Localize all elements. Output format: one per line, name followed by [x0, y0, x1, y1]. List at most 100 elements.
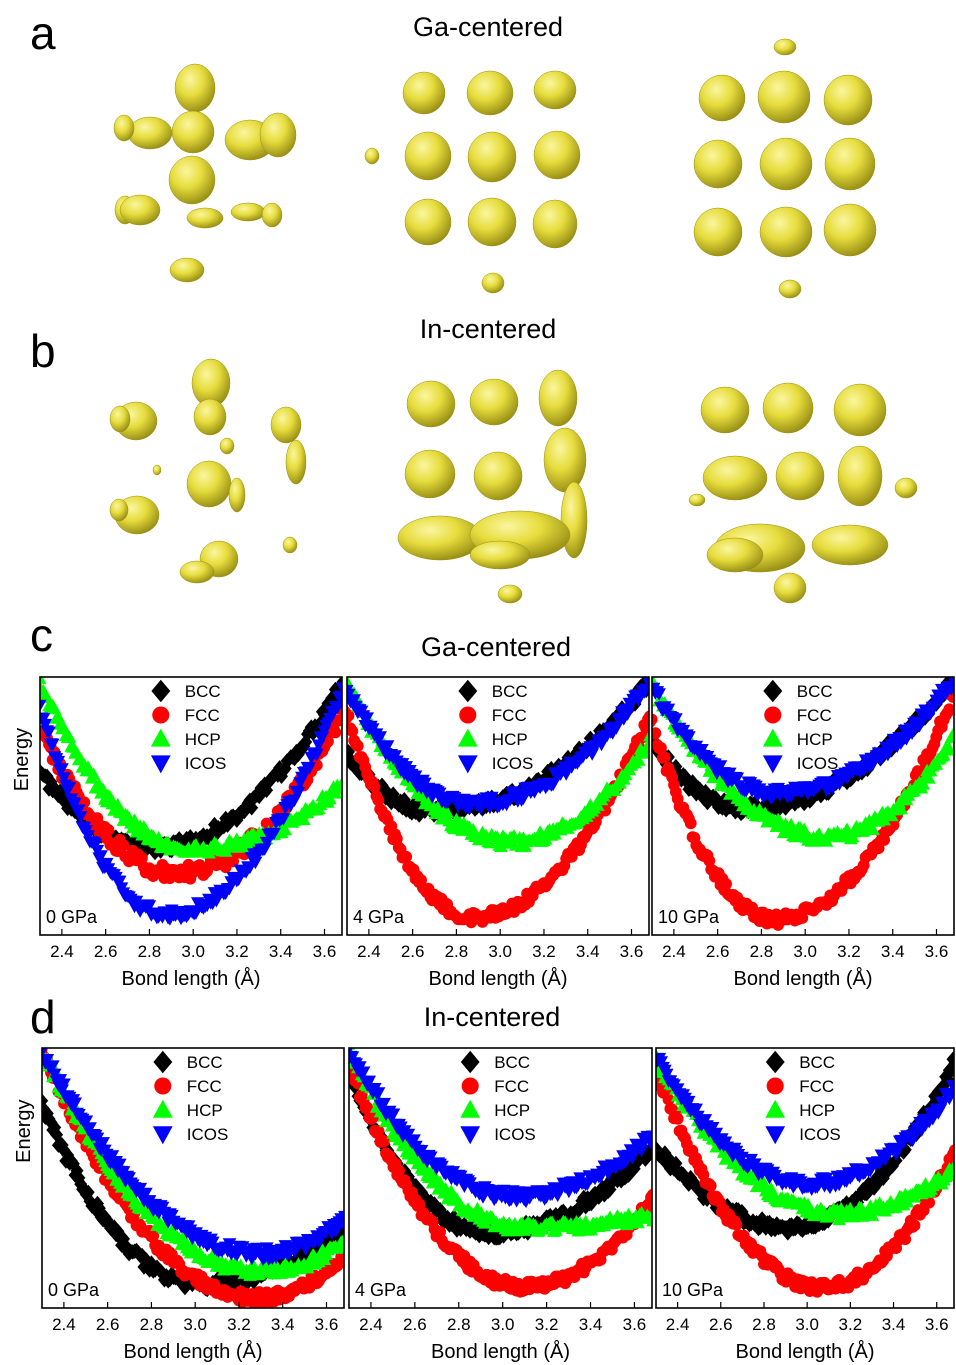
- data-point: [538, 832, 553, 845]
- data-point: [516, 792, 531, 806]
- data-point: [380, 740, 395, 753]
- x-tick-label: 3.2: [839, 1315, 863, 1334]
- data-point: [209, 826, 223, 842]
- legend-marker-bcc: [460, 1050, 480, 1074]
- data-point: [62, 730, 77, 743]
- x-tick-label: 3.6: [623, 1315, 647, 1334]
- data-point: [46, 1060, 60, 1073]
- panel-letter-d: d: [30, 991, 56, 1043]
- data-point: [276, 813, 291, 826]
- legend-label-bcc: BCC: [187, 1053, 223, 1072]
- plot-frame: [39, 676, 343, 936]
- legend-label-bcc: BCC: [494, 1053, 530, 1072]
- x-tick-label: 2.6: [401, 942, 425, 961]
- data-point: [796, 912, 809, 924]
- plot-frame: [651, 676, 955, 936]
- data-point: [412, 807, 426, 823]
- x-tick-label: 3.0: [491, 1315, 515, 1334]
- data-point: [646, 1130, 652, 1142]
- data-point: [299, 734, 313, 750]
- series-icos: [347, 677, 649, 816]
- x-axis-label: Bond length (Å): [431, 1340, 570, 1363]
- x-tick-label: 2.4: [50, 942, 74, 961]
- x-axis-label: Bond length (Å): [429, 967, 568, 990]
- data-point: [819, 1172, 834, 1186]
- data-point: [267, 827, 281, 841]
- row-heading-d: In-centered: [423, 1002, 561, 1032]
- data-point: [669, 713, 683, 726]
- data-point: [944, 1087, 954, 1100]
- x-tick-label: 3.4: [271, 1315, 295, 1334]
- data-point: [622, 1167, 636, 1183]
- data-point: [373, 731, 387, 744]
- data-point: [361, 1101, 374, 1114]
- legend-marker-fcc: [764, 706, 782, 724]
- legend-label-hcp: HCP: [494, 1101, 530, 1120]
- series-icos: [42, 1048, 344, 1266]
- data-point: [876, 1170, 890, 1186]
- data-point: [947, 677, 954, 687]
- data-point: [735, 1203, 749, 1220]
- pressure-annotation: 0 GPa: [46, 907, 98, 927]
- data-point: [336, 1217, 344, 1230]
- data-point: [418, 1159, 432, 1173]
- data-point: [730, 772, 745, 785]
- data-point: [40, 768, 54, 785]
- legend-label-hcp: HCP: [185, 730, 221, 749]
- data-point: [639, 683, 649, 696]
- legend-marker-hcp: [765, 1099, 786, 1118]
- data-point: [713, 760, 728, 773]
- data-point: [662, 1093, 675, 1106]
- data-point: [720, 877, 732, 890]
- plot-area: [42, 1048, 344, 1308]
- isosurface-a-ga-right: [693, 38, 877, 299]
- data-point: [178, 1233, 192, 1246]
- plot-frame: [346, 676, 650, 936]
- x-tick-label: 3.2: [532, 942, 556, 961]
- x-tick-label: 3.6: [315, 1315, 339, 1334]
- legend-label-icos: ICOS: [185, 754, 227, 773]
- data-point: [646, 1215, 652, 1227]
- x-tick-label: 2.8: [138, 942, 162, 961]
- legend-marker-hcp: [457, 728, 478, 747]
- data-point: [142, 900, 157, 913]
- data-point: [138, 822, 153, 836]
- data-point: [151, 830, 166, 844]
- data-point: [923, 1196, 936, 1209]
- panel-letter-c: c: [30, 609, 53, 661]
- panel-letter-b: b: [30, 325, 56, 377]
- x-tick-label: 3.6: [925, 942, 949, 961]
- data-point: [117, 1231, 130, 1247]
- legend-label-bcc: BCC: [185, 682, 221, 701]
- data-point: [351, 740, 364, 752]
- data-point: [907, 1190, 922, 1203]
- data-point: [257, 843, 272, 856]
- data-point: [40, 699, 47, 712]
- isosurface-b-in-left: [109, 358, 307, 584]
- legend-label-fcc: FCC: [494, 1077, 529, 1096]
- data-point: [299, 1243, 313, 1256]
- row-heading-b: In-centered: [419, 314, 557, 344]
- chart-c-0: 2.4 2.6 2.8 3.0 3.2 3.4 3.6 Bond length (Å) Ener…: [11, 676, 343, 990]
- isosurface-b-in-right: [688, 382, 918, 604]
- x-tick-label: 2.8: [140, 1315, 164, 1334]
- data-point: [372, 794, 385, 807]
- data-point: [40, 677, 47, 685]
- legend-marker-hcp: [460, 1099, 481, 1118]
- legend-label-hcp: HCP: [492, 730, 528, 749]
- data-point: [755, 1211, 769, 1227]
- x-tick-label: 2.4: [359, 1315, 383, 1334]
- plot-area: [656, 1048, 954, 1298]
- data-point: [334, 690, 342, 704]
- x-tick-label: 3.0: [793, 942, 817, 961]
- data-point: [333, 714, 342, 727]
- legend-marker-bcc: [151, 679, 171, 703]
- data-point: [347, 744, 355, 760]
- data-point: [338, 1238, 344, 1250]
- data-point: [55, 763, 69, 776]
- data-point: [136, 852, 148, 864]
- x-tick-label: 2.6: [96, 1315, 120, 1334]
- data-point: [71, 804, 86, 817]
- data-point: [946, 1168, 954, 1181]
- data-point: [338, 1210, 344, 1222]
